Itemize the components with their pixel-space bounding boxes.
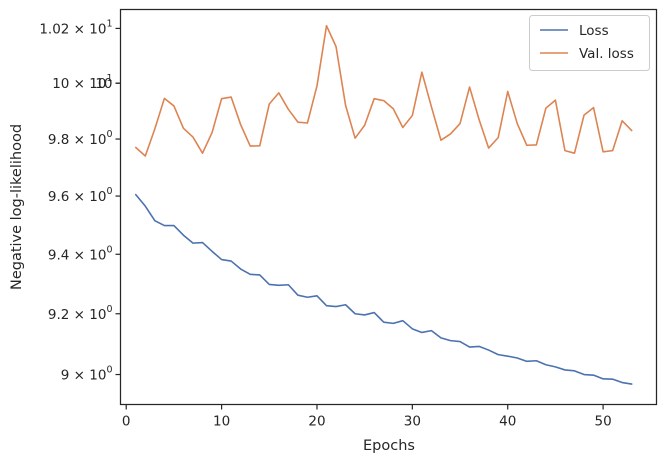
y-tick-label: 9.2 × 100 xyxy=(48,304,113,323)
x-tick-label: 0 xyxy=(122,414,131,430)
plot-area: 0 10 20 30 40 50 9 × 100 9.2 × 100 9.4 × 100 9.6… xyxy=(39,8,658,430)
x-tick-label: 40 xyxy=(499,414,516,430)
x-tick-label: 30 xyxy=(404,414,421,430)
y-axis-label: Negative log-likelihood xyxy=(9,124,25,290)
series-line-val-loss xyxy=(134,24,633,157)
y-tick-label: 1.02 × 101 xyxy=(39,18,112,37)
y-axis: 9 × 100 9.2 × 100 9.4 × 100 9.6 × 100 9.8 × … xyxy=(39,18,121,384)
y-tick-label: 9 × 100 xyxy=(61,365,113,384)
y-tick-label: 10 × 101 xyxy=(52,73,112,92)
legend-label-loss: Loss xyxy=(579,23,609,39)
x-tick-label: 20 xyxy=(308,414,325,430)
series-lines xyxy=(134,24,633,385)
x-axis: 0 10 20 30 40 50 xyxy=(122,404,612,430)
x-tick-label: 50 xyxy=(594,414,611,430)
x-tick-label: 10 xyxy=(213,414,230,430)
y-tick-label: 9.4 × 100 xyxy=(48,244,113,263)
y-tick-label: 10 xyxy=(95,76,112,92)
series-line-loss xyxy=(134,193,633,385)
legend-label-val-loss: Val. loss xyxy=(579,46,634,62)
y-tick-label: 9.6 × 100 xyxy=(48,186,113,205)
x-axis-label: Epochs xyxy=(363,438,415,454)
y-tick-label: 9.8 × 100 xyxy=(48,129,113,148)
plot-frame xyxy=(119,8,658,406)
legend: Loss Val. loss xyxy=(529,15,650,71)
